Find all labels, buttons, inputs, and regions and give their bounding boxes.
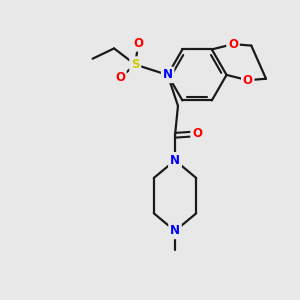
Text: N: N bbox=[163, 68, 173, 81]
Text: O: O bbox=[243, 74, 253, 87]
Text: S: S bbox=[131, 58, 140, 71]
Text: O: O bbox=[192, 127, 202, 140]
Text: O: O bbox=[115, 71, 125, 84]
Text: O: O bbox=[228, 38, 238, 51]
Text: N: N bbox=[170, 224, 180, 238]
Text: N: N bbox=[170, 154, 180, 167]
Text: O: O bbox=[133, 37, 143, 50]
Text: N: N bbox=[170, 154, 180, 167]
